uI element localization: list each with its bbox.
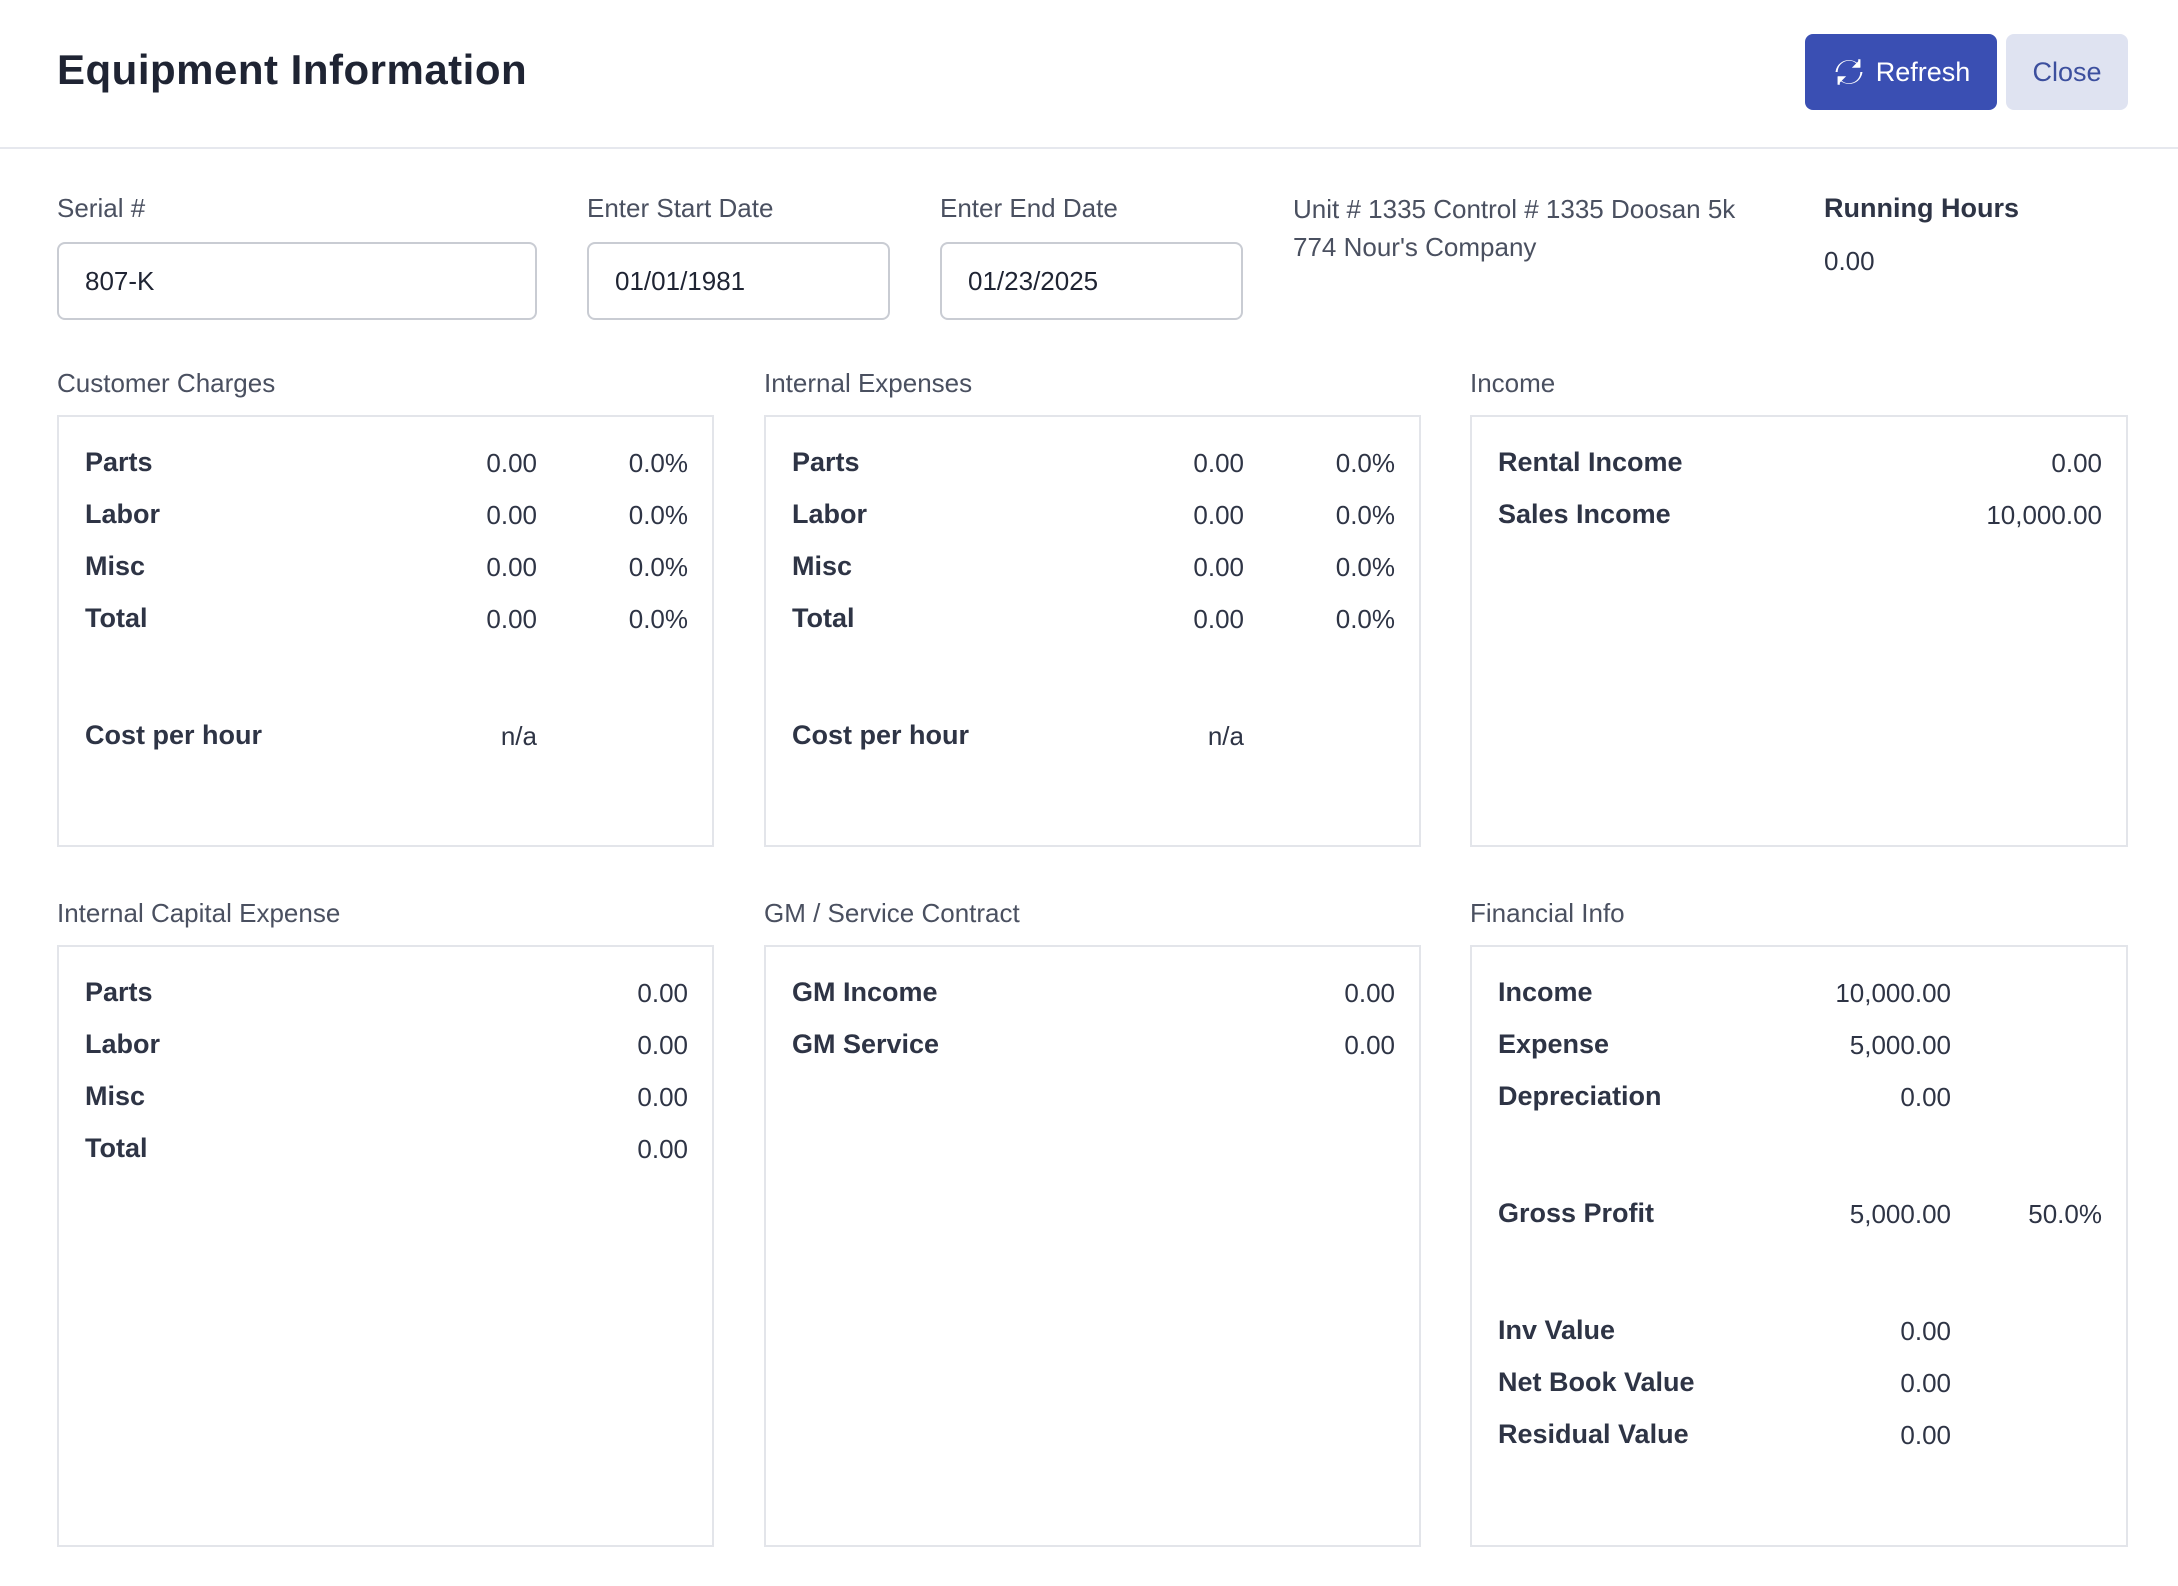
gm-service-title: GM / Service Contract [764, 898, 1020, 928]
row-value: 0.00 [1193, 604, 1244, 634]
cost-per-hour-value: n/a [1207, 721, 1244, 751]
row-value: 0.00 [486, 448, 537, 478]
refresh-button[interactable]: Refresh [1805, 34, 1997, 110]
row-label: Total [85, 603, 148, 633]
residual-value-label: Residual Value [1498, 1419, 1689, 1449]
net-book-value-label: Net Book Value [1498, 1367, 1695, 1397]
gross-profit-percent: 50.0% [2028, 1199, 2102, 1229]
row-label: Misc [85, 1081, 146, 1111]
internal-expenses-title: Internal Expenses [764, 368, 973, 398]
row-value: 0.00 [637, 1030, 688, 1060]
residual-value-value: 0.00 [1900, 1420, 1951, 1450]
expense-value: 5,000.00 [1849, 1030, 1951, 1060]
row-value: 10,000.00 [1986, 500, 2102, 530]
inv-value-label: Inv Value [1498, 1315, 1616, 1345]
row-label: Total [85, 1133, 148, 1163]
row-value: 0.00 [486, 552, 537, 582]
row-label: Labor [792, 499, 868, 529]
financial-info-title: Financial Info [1470, 898, 1625, 928]
refresh-icon [1835, 59, 1863, 85]
depreciation-value: 0.00 [1900, 1082, 1951, 1112]
financial-info-panel: Income 10,000.00 Expense 5,000.00 Deprec… [1470, 945, 2128, 1547]
cost-per-hour-label: Cost per hour [792, 720, 970, 750]
expense-label: Expense [1498, 1029, 1610, 1059]
internal-capital-panel: Parts 0.00 Labor 0.00 Misc 0.00 Total 0.… [57, 945, 714, 1547]
end-date-input[interactable]: 01/23/2025 [940, 242, 1243, 320]
row-value: 0.00 [1344, 1030, 1395, 1060]
cost-per-hour-value: n/a [500, 721, 537, 751]
close-button[interactable]: Close [2006, 34, 2128, 110]
end-date-label: Enter End Date [940, 193, 1118, 223]
serial-value: 807-K [85, 265, 155, 296]
row-value: 0.00 [637, 1134, 688, 1164]
row-label: Parts [792, 447, 860, 477]
running-hours-value: 0.00 [1824, 246, 1875, 276]
row-percent: 0.0% [1335, 448, 1395, 478]
customer-charges-title: Customer Charges [57, 368, 276, 398]
income-label: Income [1498, 977, 1593, 1007]
row-value: 0.00 [637, 1082, 688, 1112]
depreciation-label: Depreciation [1498, 1081, 1662, 1111]
row-label: Misc [85, 551, 146, 581]
row-label: Labor [85, 499, 161, 529]
row-label: Total [792, 603, 855, 633]
row-label: Rental Income [1498, 447, 1683, 477]
row-value: 0.00 [637, 978, 688, 1008]
end-date-value: 01/23/2025 [968, 265, 1099, 296]
row-percent: 0.0% [628, 448, 688, 478]
inv-value-value: 0.00 [1900, 1316, 1951, 1346]
row-percent: 0.0% [628, 604, 688, 634]
internal-expenses-panel: Parts 0.00 0.0% Labor 0.00 0.0% Misc 0.0… [764, 415, 1421, 847]
row-label: GM Service [792, 1029, 940, 1059]
start-date-label: Enter Start Date [587, 193, 774, 223]
cost-per-hour-label: Cost per hour [85, 720, 263, 750]
gross-profit-value: 5,000.00 [1849, 1199, 1951, 1229]
running-hours-label: Running Hours [1824, 193, 2019, 223]
serial-input[interactable]: 807-K [57, 242, 537, 320]
gm-service-panel: GM Income 0.00 GM Service 0.00 [764, 945, 1421, 1547]
row-percent: 0.0% [1335, 552, 1395, 582]
row-label: Misc [792, 551, 853, 581]
row-percent: 0.0% [1335, 604, 1395, 634]
unit-info: Unit # 1335 Control # 1335 Doosan 5k 774… [1293, 190, 1735, 266]
row-value: 0.00 [2051, 448, 2102, 478]
internal-capital-title: Internal Capital Expense [57, 898, 341, 928]
row-label: Sales Income [1498, 499, 1671, 529]
income-panel: Rental Income 0.00 Sales Income 10,000.0… [1470, 415, 2128, 847]
start-date-value: 01/01/1981 [615, 265, 746, 296]
modal-header: Equipment Information Refresh Close [0, 0, 2178, 149]
net-book-value-value: 0.00 [1900, 1368, 1951, 1398]
row-value: 0.00 [1344, 978, 1395, 1008]
row-value: 0.00 [486, 604, 537, 634]
start-date-input[interactable]: 01/01/1981 [587, 242, 890, 320]
row-value: 0.00 [486, 500, 537, 530]
income-title: Income [1470, 368, 1556, 398]
unit-info-line1: Unit # 1335 Control # 1335 Doosan 5k [1293, 194, 1736, 224]
row-label: Labor [85, 1029, 161, 1059]
income-value: 10,000.00 [1835, 978, 1951, 1008]
page-title: Equipment Information [57, 46, 528, 93]
unit-info-line2: 774 Nour's Company [1293, 232, 1537, 262]
row-percent: 0.0% [1335, 500, 1395, 530]
row-label: GM Income [792, 977, 938, 1007]
row-percent: 0.0% [628, 500, 688, 530]
row-label: Parts [85, 447, 153, 477]
serial-label: Serial # [57, 193, 146, 223]
row-value: 0.00 [1193, 500, 1244, 530]
refresh-label: Refresh [1875, 56, 1971, 87]
customer-charges-panel: Parts 0.00 0.0% Labor 0.00 0.0% Misc 0.0… [57, 415, 714, 847]
row-value: 0.00 [1193, 552, 1244, 582]
row-value: 0.00 [1193, 448, 1244, 478]
row-label: Parts [85, 977, 153, 1007]
gross-profit-label: Gross Profit [1498, 1198, 1655, 1228]
row-percent: 0.0% [628, 552, 688, 582]
